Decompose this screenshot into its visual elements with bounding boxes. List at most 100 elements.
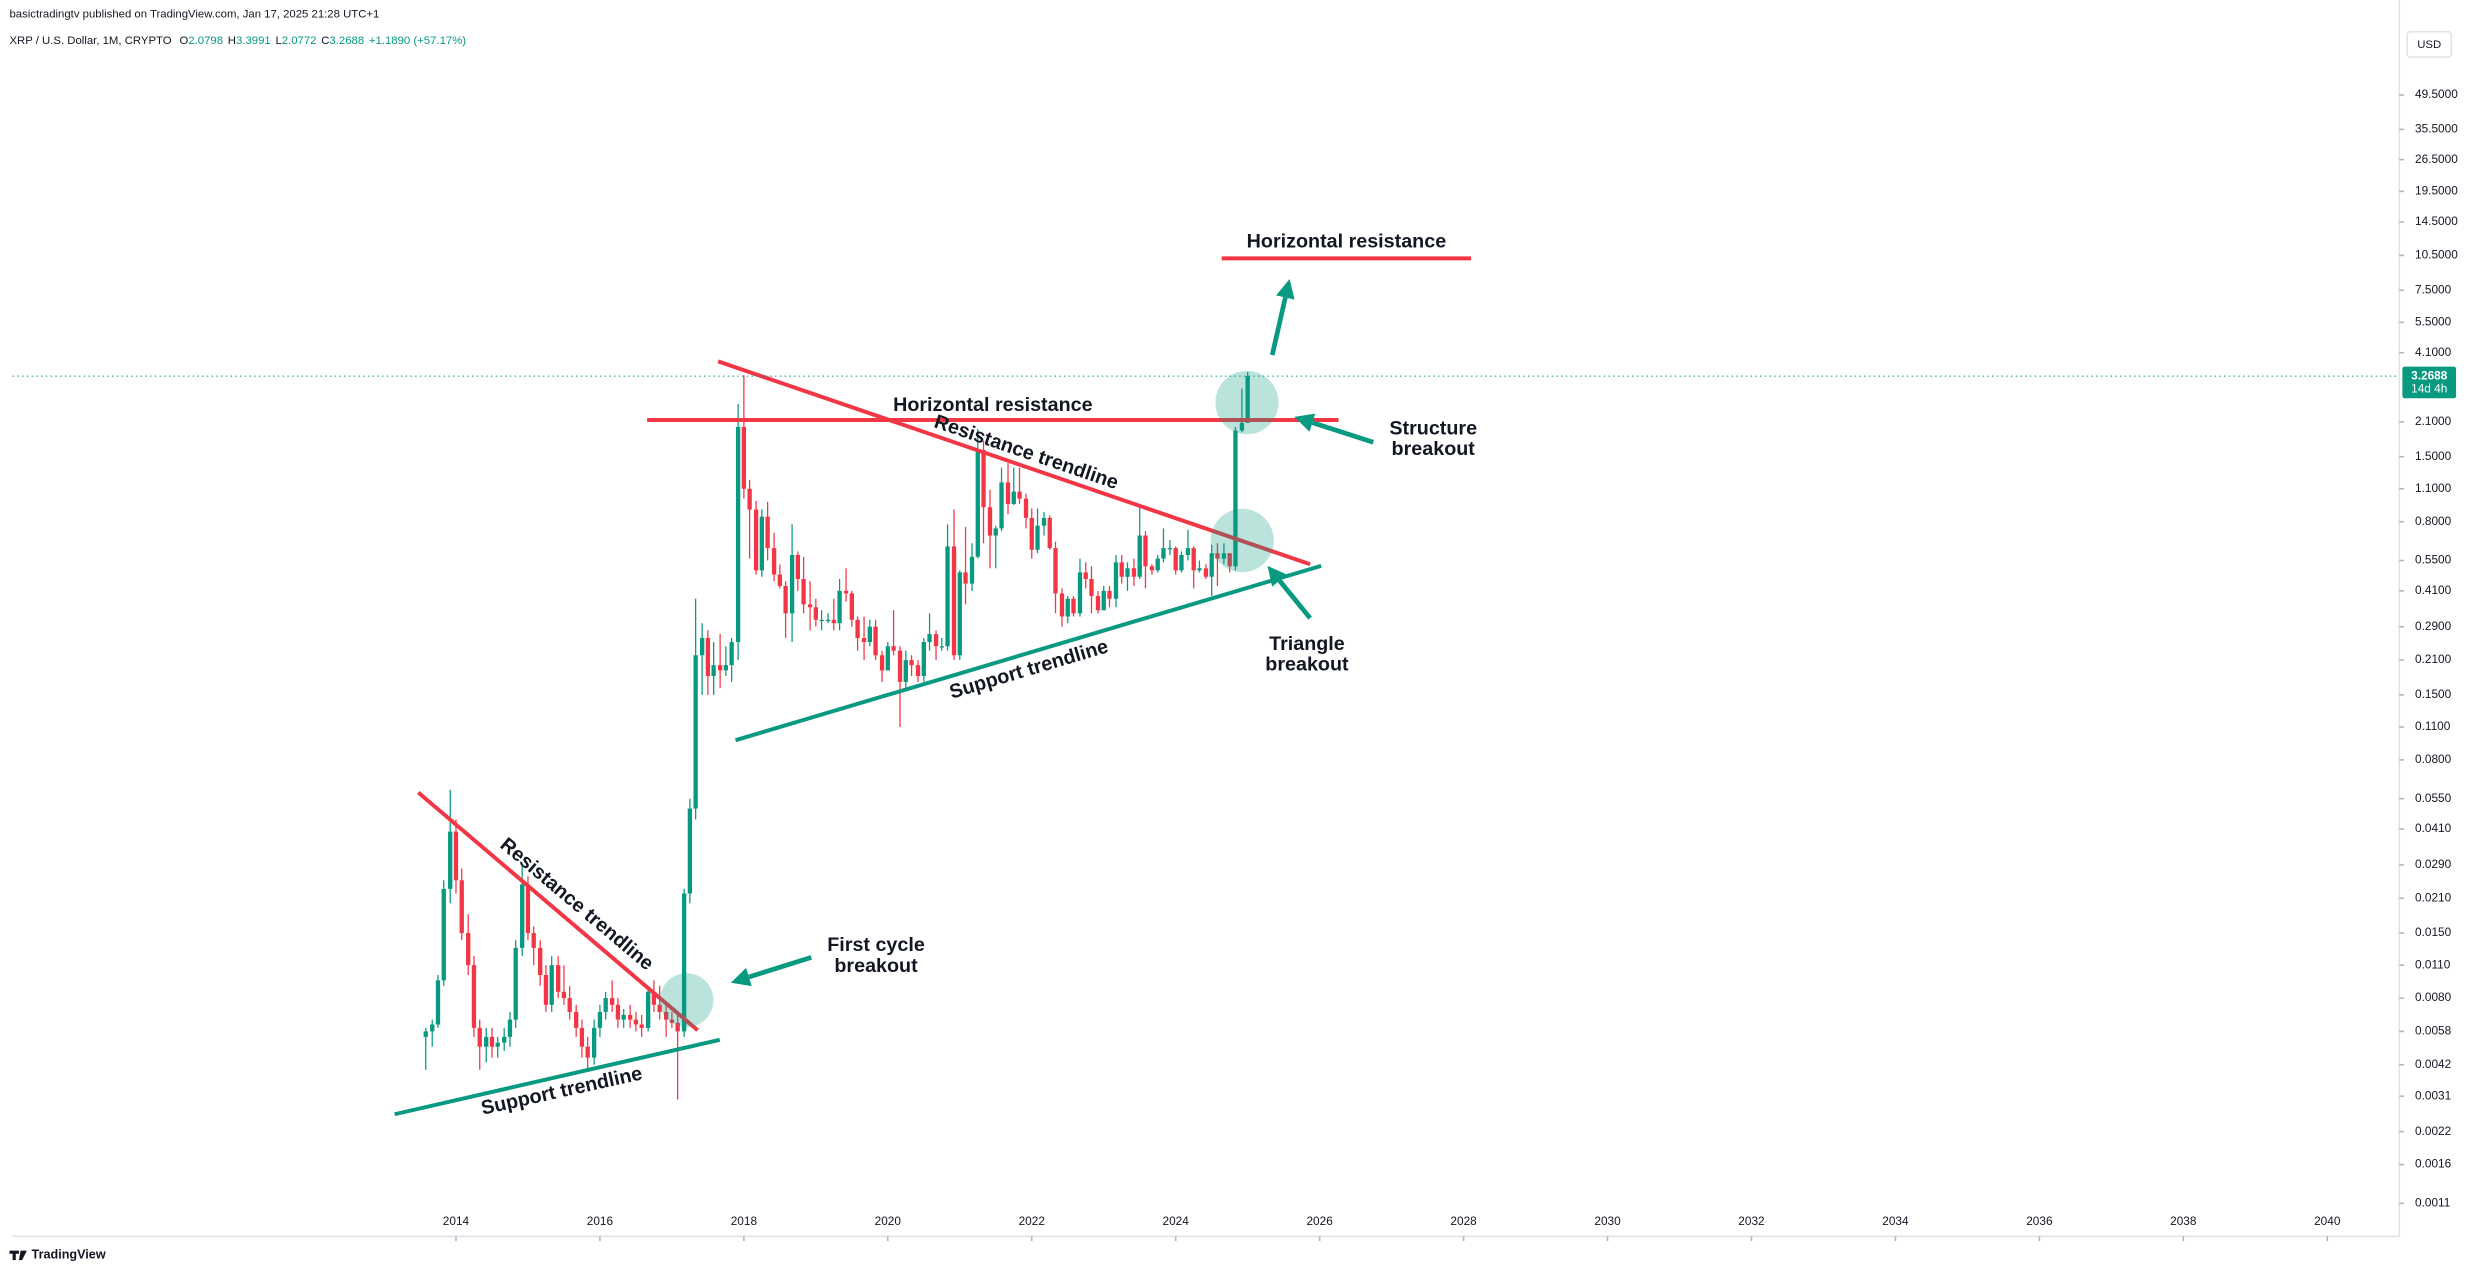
support-line	[734, 563, 1322, 743]
candle-body	[495, 1042, 500, 1047]
candle-body	[669, 1019, 675, 1023]
candle-body	[717, 665, 723, 671]
candle-body	[1083, 572, 1088, 579]
candle-body	[574, 1011, 579, 1028]
brand-logo	[9, 1250, 27, 1261]
x-tick-label: 2038	[2170, 1214, 2197, 1228]
y-tick-label: 1.1000	[2415, 481, 2452, 495]
candle-body	[1143, 535, 1148, 567]
candle-body	[1125, 568, 1130, 577]
candle-body	[1227, 553, 1232, 567]
candle-body	[711, 665, 716, 677]
candle-body	[477, 1027, 482, 1047]
candle-body	[1191, 548, 1196, 571]
candle-body	[753, 509, 759, 571]
candle-body	[843, 590, 849, 594]
y-tick-label: 7.5000	[2415, 282, 2452, 296]
y-tick-label: 0.2100	[2415, 652, 2452, 666]
candle-body	[1011, 491, 1016, 504]
candle-body	[1059, 593, 1065, 617]
candle-body	[807, 604, 813, 608]
annotation-line: Horizontal resistance	[1247, 231, 1447, 253]
annotation: Horizontal resistance	[893, 394, 1093, 416]
candle-body	[729, 642, 734, 666]
candle-body	[615, 1004, 621, 1020]
x-tick-label: 2032	[1738, 1214, 1764, 1228]
candle-body	[957, 572, 962, 656]
annotation-line: Triangle	[1269, 633, 1345, 655]
y-tick-label: 0.0110	[2415, 957, 2451, 971]
symbol-line: XRP / U.S. Dollar, 1M, CRYPTO O2.0798 H3.3…	[9, 35, 466, 47]
y-tick-label: 4.1000	[2415, 345, 2452, 359]
candle-body	[651, 991, 657, 1005]
drawings	[394, 256, 1472, 1117]
arrow-shaft	[1277, 579, 1312, 620]
ohlc-value: 3.2688	[329, 35, 364, 47]
x-tick-label: 2016	[587, 1214, 614, 1228]
y-tick-label: 14.5000	[2415, 214, 2458, 228]
candle-body	[1041, 517, 1047, 526]
candle-body	[681, 893, 687, 1032]
ohlc-label: C	[321, 35, 329, 47]
candle-body	[484, 1036, 489, 1047]
resistance-line	[717, 359, 1311, 567]
candle-body	[459, 880, 464, 934]
ohlc-label: O	[179, 35, 188, 47]
candle-body	[1221, 553, 1227, 559]
candle-body	[891, 646, 896, 651]
candle-body	[1035, 525, 1040, 550]
ohlc-label: L	[275, 35, 281, 47]
candle-body	[951, 546, 957, 656]
y-tick-label: 0.5500	[2415, 553, 2452, 567]
candle-body	[849, 593, 854, 620]
candle-body	[741, 426, 747, 489]
candle-body	[471, 965, 477, 1028]
candle-body	[747, 488, 752, 510]
symbol: XRP / U.S. Dollar, 1M, CRYPTO	[9, 35, 171, 47]
candle-body	[1119, 562, 1124, 577]
candle-body	[1137, 535, 1142, 577]
candle-body	[825, 619, 831, 622]
candle-body	[1149, 566, 1155, 571]
y-tick-label: 49.5000	[2415, 87, 2458, 101]
currency: USD	[2417, 39, 2441, 51]
candle-body	[1071, 598, 1076, 614]
candle-body	[543, 975, 549, 1005]
candle-body	[441, 888, 446, 981]
candle-body	[1155, 558, 1160, 571]
x-tick-label: 2020	[875, 1214, 902, 1228]
x-tick-label: 2018	[731, 1214, 758, 1228]
candle-body	[1095, 596, 1101, 611]
candle-body	[579, 1027, 585, 1047]
y-tick-label: 2.1000	[2415, 414, 2452, 428]
arrow-shaft	[748, 955, 813, 980]
ohlc-value: 3.3991	[236, 35, 271, 47]
candle-body	[609, 998, 615, 1005]
candle-body	[513, 947, 518, 1020]
candle-body	[981, 450, 986, 508]
y-tick-label: 0.1500	[2415, 687, 2452, 701]
annotation: Triangle breakout	[1265, 633, 1349, 676]
candle-body	[723, 665, 729, 671]
support-line	[394, 1037, 721, 1117]
last-price-tag	[2402, 366, 2457, 399]
x-tick-label: 2022	[1019, 1214, 1045, 1228]
candle-body	[627, 1014, 633, 1020]
candle-body	[1077, 572, 1083, 614]
candle-body	[657, 1004, 662, 1012]
candle-body	[759, 516, 765, 571]
candle-body	[909, 660, 914, 666]
candle-body	[855, 619, 860, 638]
highlight-circle	[1210, 508, 1274, 573]
candle-body	[783, 585, 788, 614]
arrow-head	[1276, 278, 1295, 300]
candle-body	[567, 998, 572, 1012]
y-tick-label: 0.0210	[2415, 890, 2452, 904]
candle-body	[903, 660, 908, 682]
candle-body	[1167, 548, 1173, 550]
arrow-head	[730, 967, 752, 987]
candle-body	[867, 626, 872, 643]
candle-body	[789, 554, 795, 614]
